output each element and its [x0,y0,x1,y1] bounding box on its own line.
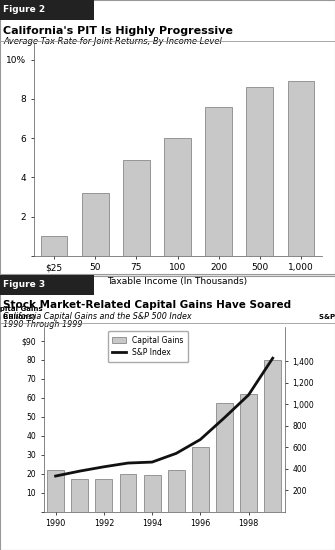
Bar [216,403,233,512]
Bar [123,160,150,256]
Bar [144,475,160,512]
Bar [240,394,257,512]
Bar [288,81,314,256]
Bar [168,470,185,512]
Bar [164,138,191,256]
Text: Figure 2: Figure 2 [3,6,46,14]
Text: S&P 500: S&P 500 [319,314,335,320]
Text: Capital Gains
(In Billions): Capital Gains (In Billions) [0,306,43,320]
Text: California's PIT Is Highly Progressive: California's PIT Is Highly Progressive [3,26,233,36]
Bar [120,474,136,512]
Bar [264,360,281,512]
Bar [47,470,64,512]
Text: Stock Market-Related Capital Gains Have Soared: Stock Market-Related Capital Gains Have … [3,300,291,310]
Bar [82,193,109,256]
Bar [95,479,112,512]
X-axis label: Taxable Income (In Thousands): Taxable Income (In Thousands) [108,277,248,285]
Legend: Capital Gains, S&P Index: Capital Gains, S&P Index [108,331,188,362]
Text: Average Tax Rate for Joint Returns, By Income Level: Average Tax Rate for Joint Returns, By I… [3,37,222,46]
Text: California Capital Gains and the S&P 500 Index: California Capital Gains and the S&P 500… [3,312,192,321]
Bar [205,107,232,256]
Bar [192,447,209,512]
Text: 1990 Through 1999: 1990 Through 1999 [3,320,83,329]
Bar [41,236,67,256]
Bar [247,87,273,256]
Bar [71,479,88,512]
Text: Figure 3: Figure 3 [3,280,46,289]
